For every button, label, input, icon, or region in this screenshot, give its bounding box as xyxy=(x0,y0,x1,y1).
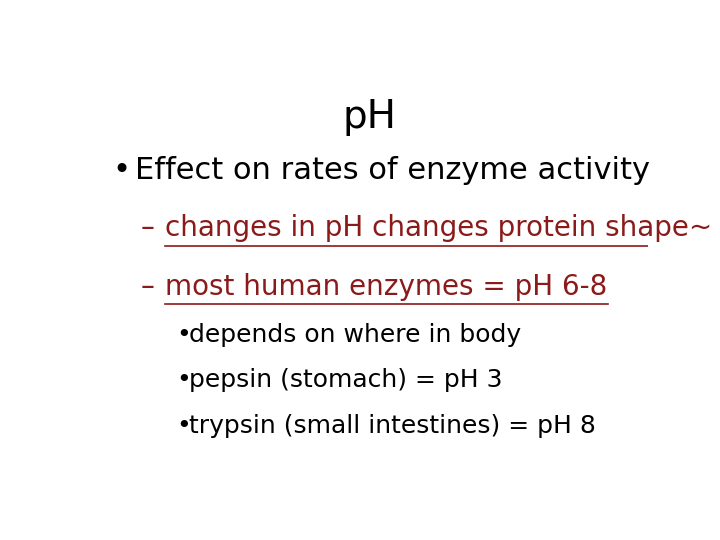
Text: changes in pH changes protein shape~: changes in pH changes protein shape~ xyxy=(166,214,720,242)
Text: –: – xyxy=(140,214,154,242)
Text: •: • xyxy=(112,156,130,185)
Text: depends on where in body: depends on where in body xyxy=(189,322,521,347)
Text: •: • xyxy=(176,322,192,347)
Text: trypsin (small intestines) = pH 8: trypsin (small intestines) = pH 8 xyxy=(189,414,596,438)
Text: Effect on rates of enzyme activity: Effect on rates of enzyme activity xyxy=(135,156,649,185)
Text: pH: pH xyxy=(342,98,396,136)
Text: •: • xyxy=(176,414,192,438)
Text: pepsin (stomach) = pH 3: pepsin (stomach) = pH 3 xyxy=(189,368,503,393)
Text: –: – xyxy=(140,273,154,301)
Text: •: • xyxy=(176,368,192,393)
Text: most human enzymes = pH 6-8: most human enzymes = pH 6-8 xyxy=(166,273,608,301)
